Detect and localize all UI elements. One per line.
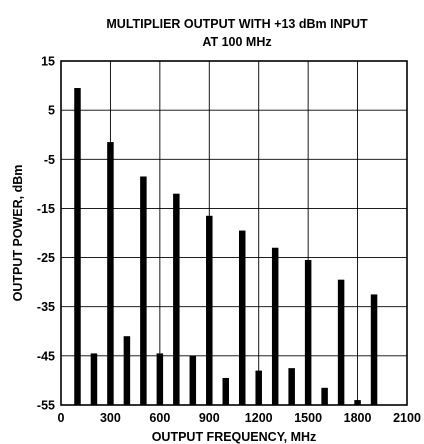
y-tick-label: -45 bbox=[37, 349, 55, 363]
x-tick-label: 600 bbox=[149, 411, 170, 425]
y-tick-label: -25 bbox=[37, 251, 55, 265]
bar bbox=[189, 355, 197, 405]
bar bbox=[304, 260, 312, 405]
y-tick-label: -35 bbox=[37, 300, 55, 314]
y-tick-label: -55 bbox=[37, 399, 55, 413]
x-tick-labels: 0 300 600 900 1200 1500 1800 2100 bbox=[58, 411, 421, 425]
y-tick-label: -15 bbox=[37, 202, 55, 216]
bars bbox=[74, 88, 378, 406]
bar bbox=[271, 247, 279, 405]
plot-frame bbox=[60, 60, 408, 406]
bar bbox=[255, 370, 262, 405]
bar bbox=[156, 353, 164, 405]
bar bbox=[173, 193, 180, 405]
x-tick-label: 1500 bbox=[294, 411, 322, 425]
y-tick-labels: 15 5 -5 -15 -25 -35 -45 -55 bbox=[37, 55, 55, 413]
bar bbox=[74, 88, 81, 406]
bar bbox=[354, 400, 361, 405]
chart-title-line-2: AT 100 MHz bbox=[202, 35, 271, 49]
y-tick-label: -5 bbox=[44, 153, 55, 167]
bar bbox=[123, 336, 131, 405]
bar bbox=[337, 279, 345, 405]
bar bbox=[238, 230, 246, 405]
x-tick-label: 1200 bbox=[245, 411, 273, 425]
y-tick-label: 5 bbox=[48, 104, 55, 118]
y-axis-label: OUTPUT POWER, dBm bbox=[11, 165, 25, 302]
bar bbox=[107, 142, 114, 406]
bar bbox=[288, 368, 295, 405]
bar bbox=[206, 215, 213, 405]
x-tick-label: 900 bbox=[199, 411, 220, 425]
x-tick-label: 2100 bbox=[393, 411, 421, 425]
chart-title-line-1: MULTIPLIER OUTPUT WITH +13 dBm INPUT bbox=[106, 17, 368, 31]
x-tick-label: 1800 bbox=[344, 411, 372, 425]
x-tick-label: 0 bbox=[58, 411, 65, 425]
x-axis-label: OUTPUT FREQUENCY, MHz bbox=[152, 430, 317, 444]
bar bbox=[321, 387, 328, 405]
bar bbox=[222, 377, 230, 405]
bar bbox=[370, 294, 378, 405]
bar bbox=[90, 353, 98, 405]
x-tick-label: 300 bbox=[100, 411, 121, 425]
y-tick-label: 15 bbox=[41, 55, 55, 69]
bar bbox=[140, 176, 147, 405]
